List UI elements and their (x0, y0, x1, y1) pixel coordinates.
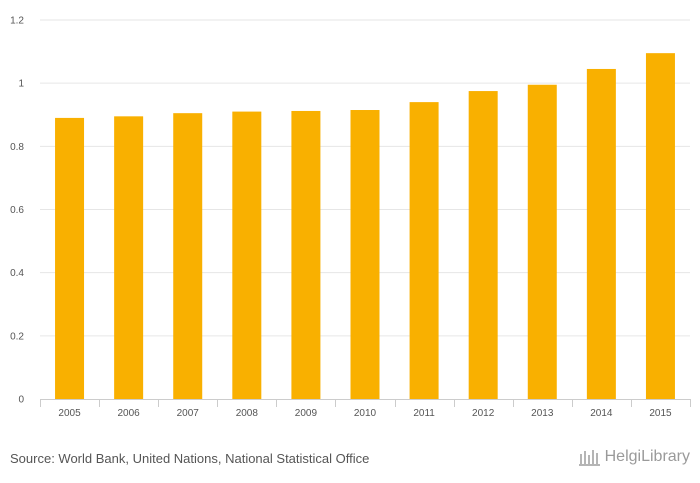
y-tick-label: 0.8 (10, 142, 24, 153)
x-tick-label: 2007 (177, 408, 200, 419)
x-tick-label: 2014 (590, 408, 613, 419)
x-tick-label: 2012 (472, 408, 495, 419)
x-tick-label: 2009 (295, 408, 318, 419)
bar-2013[interactable] (527, 84, 557, 399)
x-tick-label: 2013 (531, 408, 554, 419)
brand-logo[interactable]: HelgiLibrary (578, 448, 690, 466)
y-axis-ticks: 0 0.2 0.4 0.6 0.8 1 1.2 (10, 16, 24, 406)
bar-2010[interactable] (350, 110, 380, 399)
bars (55, 53, 675, 400)
y-tick-label: 0 (18, 395, 24, 406)
x-axis (40, 399, 691, 407)
bar-2015[interactable] (645, 53, 675, 399)
bar-2008[interactable] (232, 111, 262, 399)
x-tick-label: 2008 (236, 408, 259, 419)
y-tick-label: 0.2 (10, 331, 24, 342)
y-tick-label: 1 (18, 79, 24, 90)
x-tick-label: 2010 (354, 408, 377, 419)
bar-2005[interactable] (55, 117, 85, 400)
x-tick-label: 2015 (649, 408, 672, 419)
bar-2009[interactable] (291, 110, 321, 400)
x-tick-label: 2011 (413, 408, 435, 419)
x-tick-label: 2006 (118, 408, 141, 419)
y-tick-label: 1.2 (10, 16, 24, 27)
y-tick-label: 0.6 (10, 205, 24, 216)
bar-2011[interactable] (409, 102, 439, 399)
y-tick-label: 0.4 (10, 268, 24, 279)
bar-2012[interactable] (468, 91, 498, 399)
bar-2014[interactable] (586, 68, 616, 400)
x-axis-ticks: 2005 2006 2007 2008 2009 2010 2011 2012 2013 2014… (58, 408, 672, 419)
source-note: Source: World Bank, United Nations, Nati… (10, 451, 370, 466)
bar-2007[interactable] (173, 113, 203, 399)
brand-name: HelgiLibrary (604, 448, 690, 465)
x-tick-label: 2005 (58, 408, 81, 419)
library-icon (578, 450, 600, 466)
bar-2006[interactable] (114, 116, 144, 400)
bar-chart: 00.20.40.60.811.2 2005 2006 2007 2008 2009 20… (10, 16, 691, 419)
